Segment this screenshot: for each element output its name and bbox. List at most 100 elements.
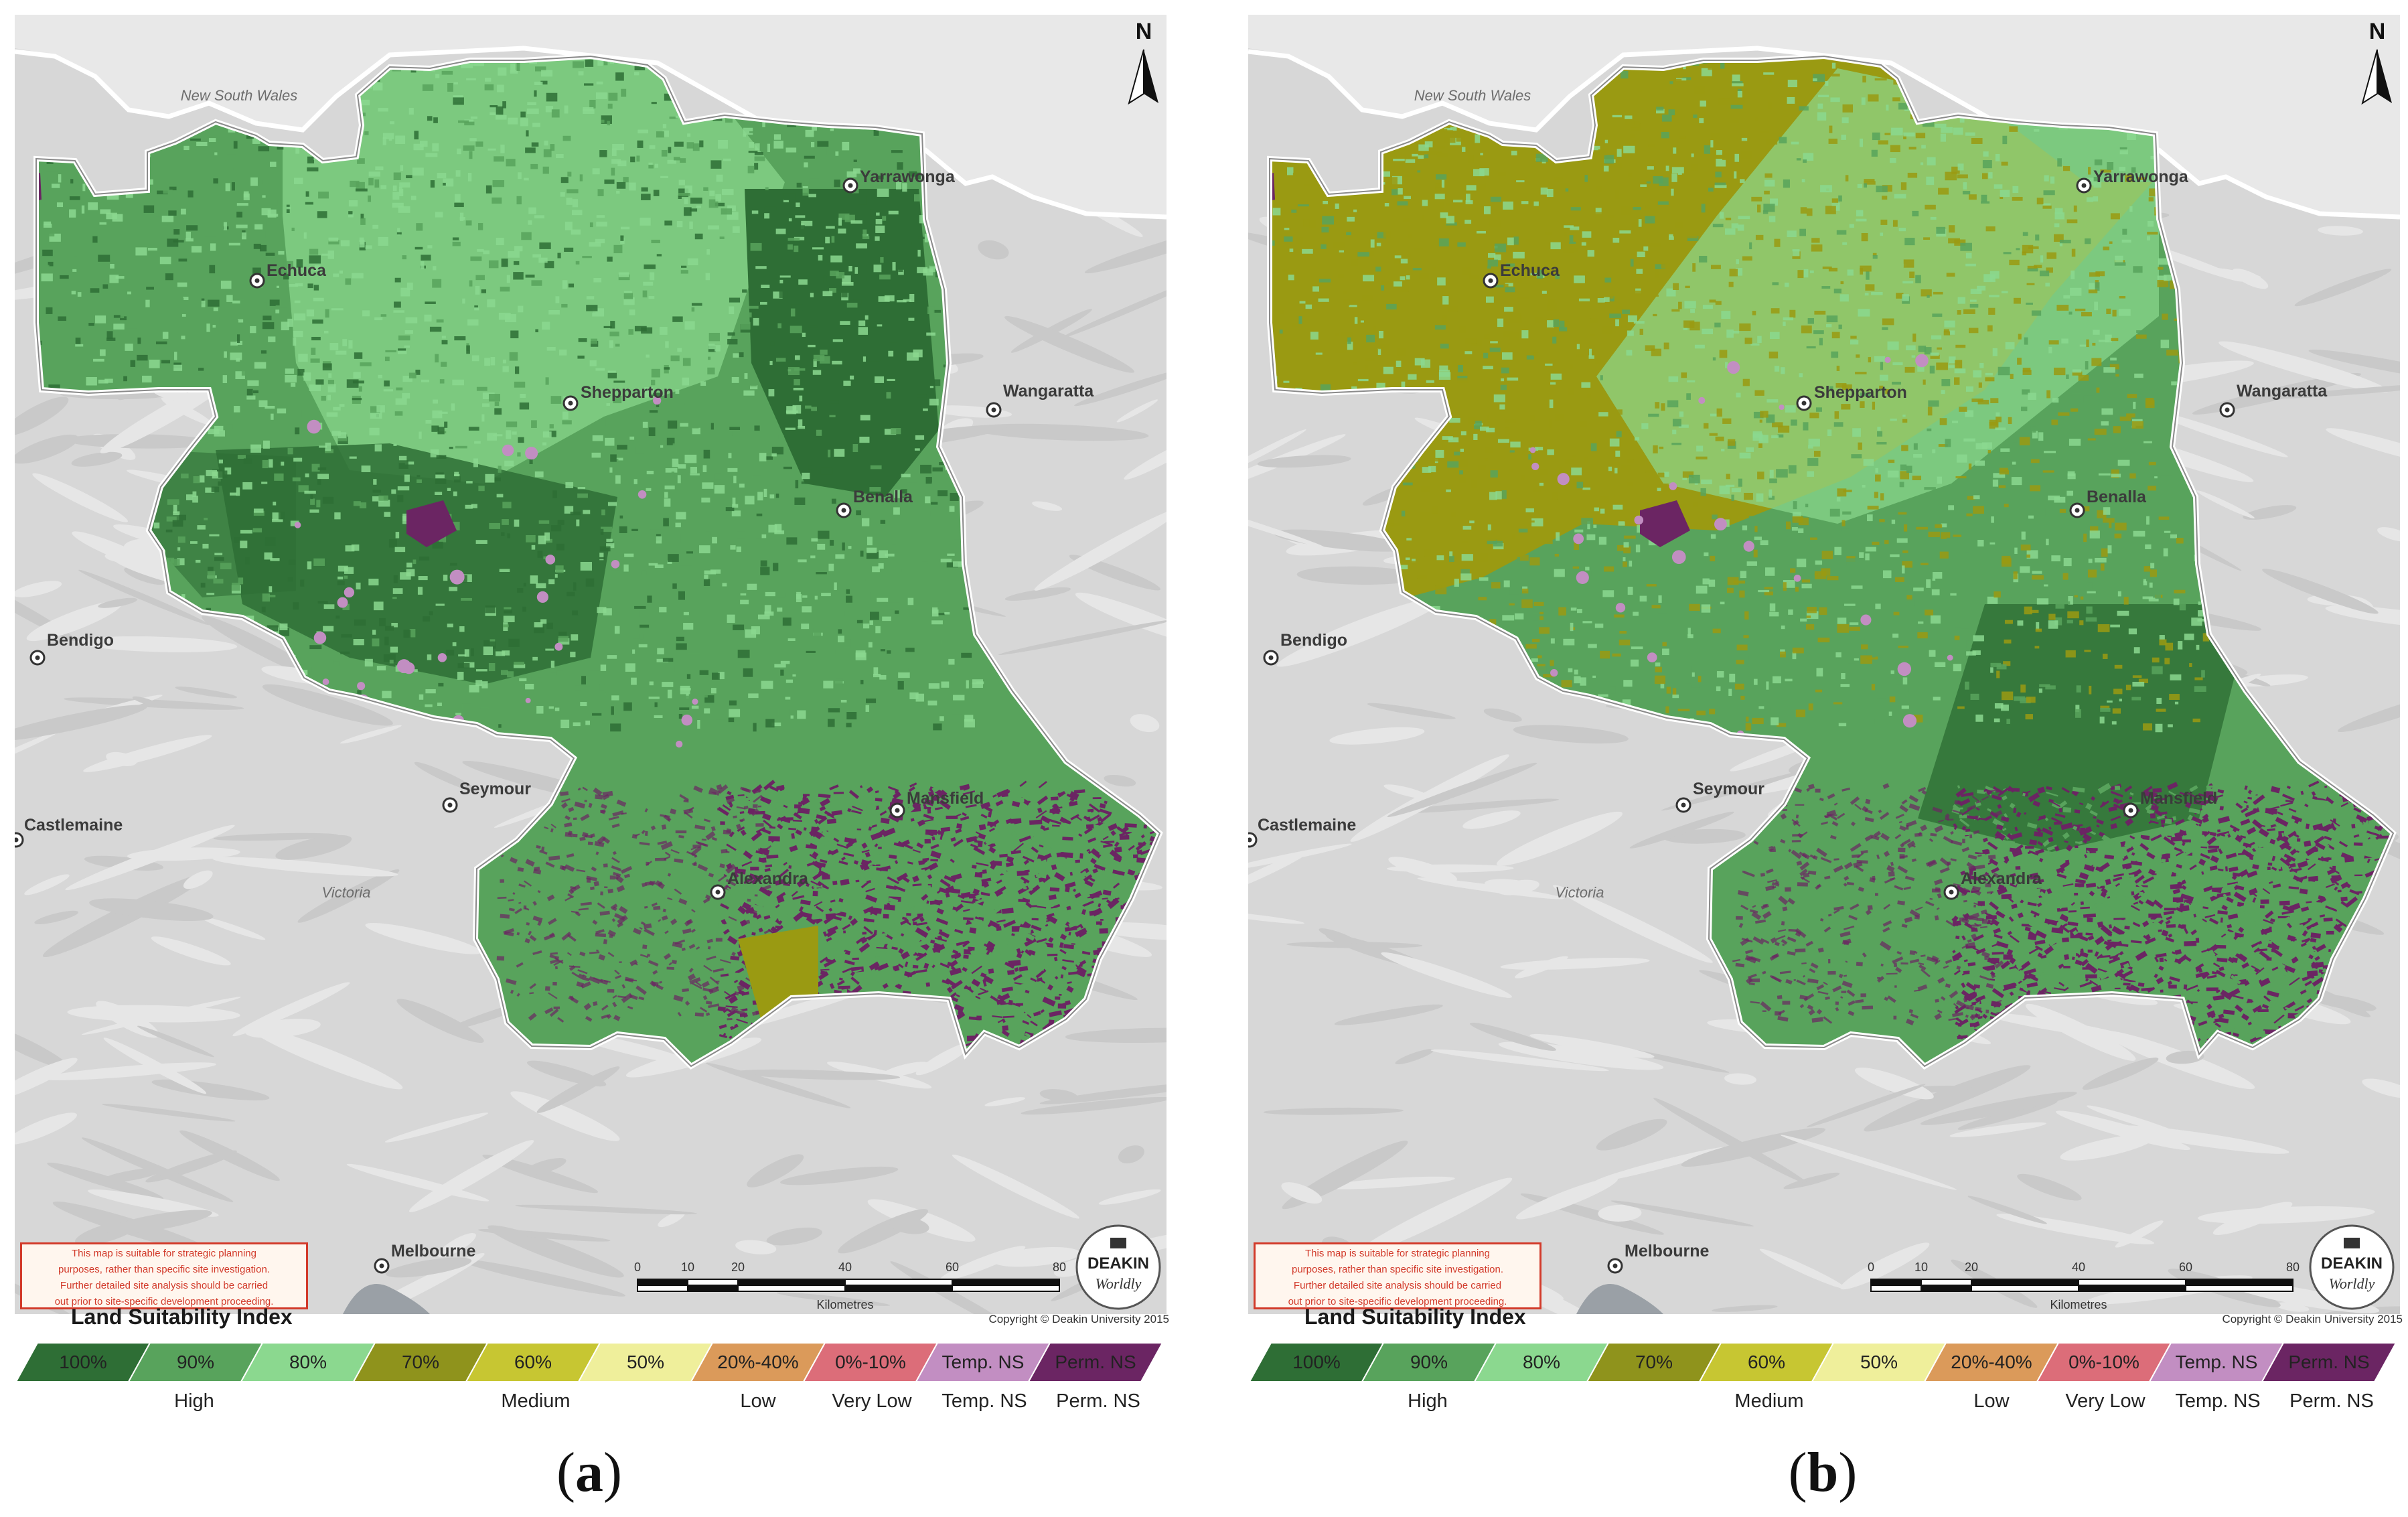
svg-text:Melbourne: Melbourne [391, 1242, 475, 1260]
legend-group-label: High [174, 1390, 214, 1412]
map-frame: New South Wales Victoria Yarrawonga Echuca S… [15, 15, 1167, 1314]
place-marker-melbourne: Melbourne [374, 1242, 475, 1274]
place-marker-castlemaine: Castlemaine [1248, 816, 1356, 848]
svg-text:Benalla: Benalla [853, 488, 913, 506]
svg-text:N: N [1136, 19, 1152, 44]
place-marker-melbourne: Melbourne [1607, 1242, 1709, 1274]
svg-text:Worldly: Worldly [1096, 1275, 1142, 1292]
legend-class-label: 60% [514, 1352, 552, 1372]
place-marker-benalla: Benalla [2069, 488, 2147, 518]
svg-text:20: 20 [731, 1260, 745, 1274]
place-marker-mansfield: Mansfield [2123, 789, 2217, 818]
svg-text:0: 0 [634, 1260, 641, 1274]
legend-class-label: 100% [1292, 1352, 1341, 1372]
panel-label: (a) [556, 1441, 622, 1504]
legend-class-label: Temp. NS [2176, 1352, 2258, 1372]
label-victoria: Victoria [322, 884, 371, 901]
disclaimer-line: purposes, rather than specific site inve… [58, 1264, 270, 1275]
legend-class-label: 70% [1635, 1352, 1673, 1372]
legend-group-label: Perm. NS [1056, 1390, 1140, 1412]
place-marker-alexandra: Alexandra [1943, 869, 2042, 900]
svg-text:DEAKIN: DEAKIN [1087, 1254, 1149, 1273]
disclaimer-line: purposes, rather than specific site inve… [1291, 1264, 1503, 1275]
place-marker-echuca: Echuca [1483, 261, 1560, 289]
place-marker-echuca: Echuca [249, 261, 327, 289]
map-canvas: New South Wales Victoria Yarrawonga Echuca S… [15, 15, 1167, 1314]
disclaimer-line: out prior to site-specific development p… [1288, 1296, 1507, 1307]
legend-group-label: Very Low [2065, 1390, 2146, 1412]
legend-group-label: Medium [1734, 1390, 1803, 1412]
north-arrow-icon: N [1128, 19, 1158, 105]
legend-class-label: 90% [177, 1352, 214, 1372]
map-canvas: New South Wales Victoria Yarrawonga Echuca S… [1248, 15, 2400, 1314]
place-marker-wangaratta: Wangaratta [2219, 382, 2328, 418]
legend-class-label: 50% [1860, 1352, 1898, 1372]
legend-group-label: High [1408, 1390, 1448, 1412]
legend-swatch-9 [1027, 1342, 1164, 1382]
place-marker-shepparton: Shepparton [562, 383, 674, 411]
legend-class-label: Temp. NS [942, 1352, 1025, 1372]
place-marker-mansfield: Mansfield [889, 789, 984, 818]
legend-class-label: 0%-10% [2068, 1352, 2139, 1372]
disclaimer-box: This map is suitable for strategic plann… [20, 1242, 308, 1309]
legend-group-label: Perm. NS [2289, 1390, 2374, 1412]
svg-text:60: 60 [946, 1260, 959, 1274]
deakin-logo: DEAKIN Worldly [1075, 1224, 1161, 1310]
legend-swatch-9 [2261, 1342, 2397, 1382]
svg-text:40: 40 [838, 1260, 852, 1274]
north-arrow-icon: N [2361, 19, 2392, 105]
svg-text:Seymour: Seymour [459, 780, 531, 798]
label-new-south-wales: New South Wales [1414, 87, 1531, 104]
port-phillip-bay [343, 1284, 430, 1314]
legend-class-label: 60% [1748, 1352, 1785, 1372]
copyright-text: Copyright © Deakin University 2015 [988, 1313, 1169, 1325]
map-panel-b: New South Wales Victoria Yarrawonga Echuca S… [1233, 0, 2408, 1517]
place-marker-seymour: Seymour [1675, 780, 1764, 813]
svg-text:10: 10 [681, 1260, 694, 1274]
legend: 100% 90% 80% 70% 60% 50% 20%-40% 0%-10% Temp. NS… [15, 1342, 1164, 1412]
svg-text:Mansfield: Mansfield [907, 789, 984, 808]
disclaimer-line: This map is suitable for strategic plann… [72, 1248, 256, 1259]
legend-title: Land Suitability Index [71, 1305, 293, 1329]
label-victoria: Victoria [1556, 884, 1604, 901]
place-marker-alexandra: Alexandra [710, 869, 809, 900]
legend-class-label: 20%-40% [1951, 1352, 2032, 1372]
legend-class-label: 0%-10% [835, 1352, 906, 1372]
legend-class-label: 100% [59, 1352, 107, 1372]
murray-river-border [15, 46, 1167, 220]
legend-group-label: Medium [501, 1390, 570, 1412]
place-marker-yarrawonga: Yarrawonga [2076, 167, 2189, 194]
svg-text:Kilometres: Kilometres [816, 1298, 873, 1311]
place-marker-bendigo: Bendigo [29, 631, 114, 666]
new-south-wales-area [1248, 15, 2400, 216]
svg-text:Castlemaine: Castlemaine [24, 816, 123, 835]
legend-group-label: Low [1973, 1390, 2010, 1412]
map-panel-a: New South Wales Victoria Yarrawonga Echuca S… [0, 0, 1179, 1517]
place-marker-wangaratta: Wangaratta [986, 382, 1094, 418]
place-marker-castlemaine: Castlemaine [15, 816, 123, 848]
legend-class-label: 20%-40% [717, 1352, 798, 1372]
port-phillip-bay [1576, 1284, 1663, 1314]
disclaimer-box: This map is suitable for strategic plann… [1254, 1242, 1541, 1309]
place-marker-yarrawonga: Yarrawonga [842, 167, 956, 194]
svg-text:Alexandra: Alexandra [727, 869, 809, 888]
panel-letter: a [575, 1441, 603, 1504]
panel-label: (b) [1788, 1441, 1858, 1504]
label-new-south-wales: New South Wales [181, 87, 297, 104]
legend-class-label: 70% [402, 1352, 439, 1372]
map-frame: New South Wales Victoria Yarrawonga Echuca S… [1248, 15, 2400, 1314]
svg-text:Bendigo: Bendigo [47, 631, 114, 650]
legend-class-label: 80% [1523, 1352, 1560, 1372]
murray-river-border [1248, 46, 2400, 220]
legend-class-label: Perm. NS [2288, 1352, 2369, 1372]
legend-class-label: 80% [289, 1352, 327, 1372]
legend: 100% 90% 80% 70% 60% 50% 20%-40% 0%-10% Temp. NS… [1248, 1342, 2397, 1412]
legend-class-label: Perm. NS [1055, 1352, 1136, 1372]
disclaimer-line: out prior to site-specific development p… [54, 1296, 274, 1307]
panel-letter: b [1807, 1441, 1839, 1504]
svg-text:Wangaratta: Wangaratta [1003, 382, 1094, 401]
svg-text:Shepparton: Shepparton [581, 383, 674, 402]
legend-group-label: Temp. NS [2175, 1390, 2260, 1412]
